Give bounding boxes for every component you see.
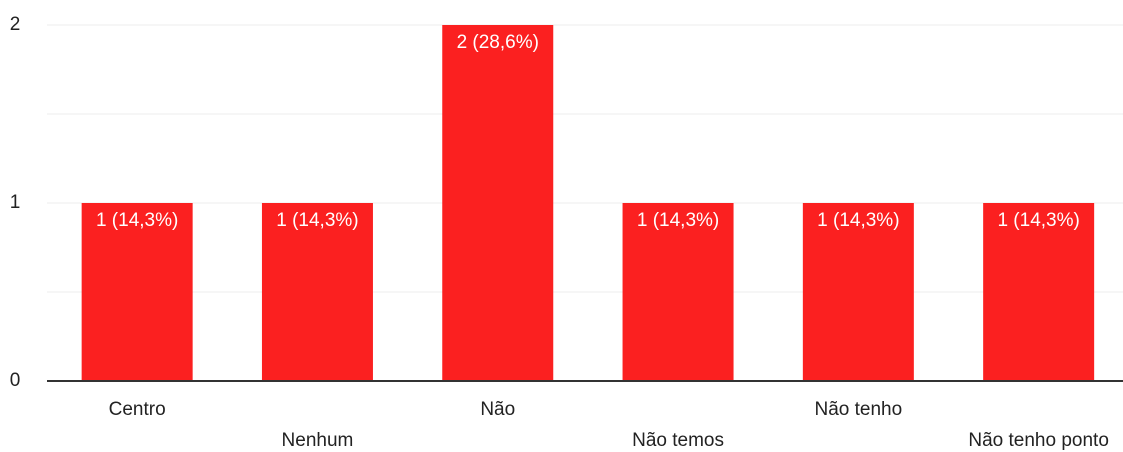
- data-label: 1 (14,3%): [96, 210, 178, 231]
- data-label: 1 (14,3%): [817, 210, 899, 231]
- data-label: 1 (14,3%): [637, 210, 719, 231]
- x-tick-label: Não temos: [632, 430, 724, 451]
- x-tick-label: Não tenho ponto: [968, 430, 1109, 451]
- data-label: 1 (14,3%): [276, 210, 358, 231]
- bar: [802, 203, 914, 381]
- x-tick-label: Centro: [109, 399, 166, 420]
- data-label: 1 (14,3%): [997, 210, 1079, 231]
- bar: [261, 203, 373, 381]
- x-tick-label: Não: [480, 399, 515, 420]
- y-tick-label: 1: [10, 192, 21, 213]
- bar: [442, 25, 554, 381]
- y-tick-label: 0: [10, 370, 21, 391]
- y-tick-label: 2: [10, 14, 21, 35]
- x-tick-label: Não tenho: [815, 399, 903, 420]
- bar: [622, 203, 734, 381]
- data-label: 2 (28,6%): [457, 32, 539, 53]
- x-tick-label: Nenhum: [282, 430, 354, 451]
- bar: [983, 203, 1095, 381]
- bar: [81, 203, 193, 381]
